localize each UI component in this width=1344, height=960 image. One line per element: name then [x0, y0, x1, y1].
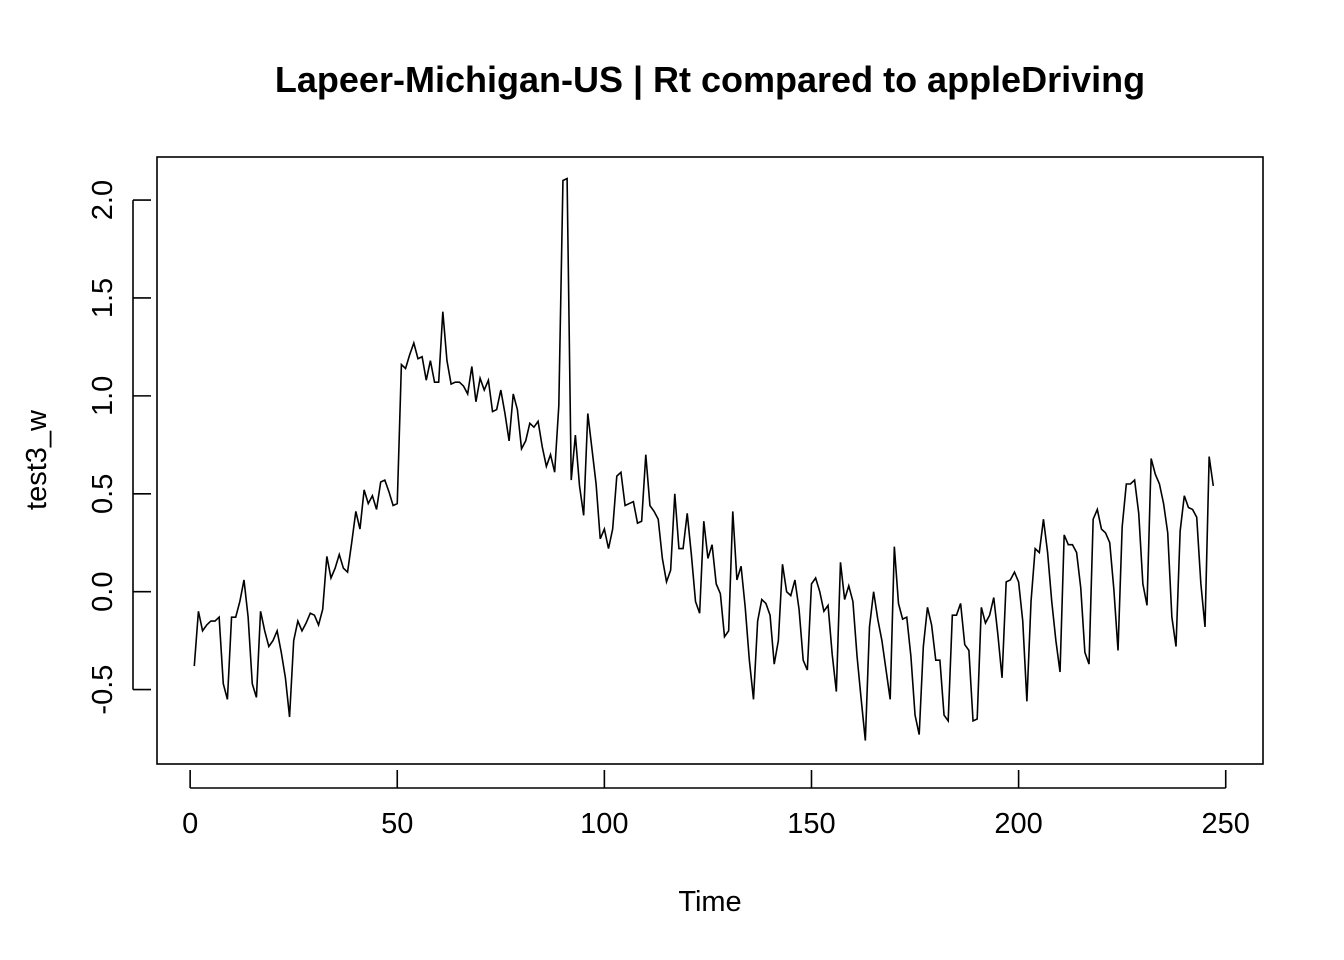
x-tick-label: 50: [381, 808, 413, 840]
plot-frame: [156, 156, 1264, 765]
x-tick-label: 150: [787, 808, 835, 840]
y-axis: -0.5 0.0 0.5 1.0 1.5 2.0: [87, 180, 151, 715]
y-tick-label: 1.5: [87, 278, 119, 318]
y-tick-label: 0.0: [87, 572, 119, 612]
y-tick-label: 0.5: [87, 474, 119, 514]
x-axis: 0 50 100 150 200 250: [182, 770, 1250, 840]
x-axis-label: Time: [678, 886, 741, 918]
y-axis-label: test3_w: [21, 409, 53, 510]
series-line: [193, 177, 1215, 741]
y-tick-label: 2.0: [87, 180, 119, 220]
x-tick-label: 0: [182, 808, 198, 840]
x-tick-label: 200: [994, 808, 1042, 840]
x-tick-label: 250: [1202, 808, 1250, 840]
y-tick-label: 1.0: [87, 376, 119, 416]
y-tick-label: -0.5: [87, 665, 119, 715]
chart-title: Lapeer-Michigan-US | Rt compared to appl…: [275, 59, 1145, 101]
x-tick-label: 100: [580, 808, 628, 840]
